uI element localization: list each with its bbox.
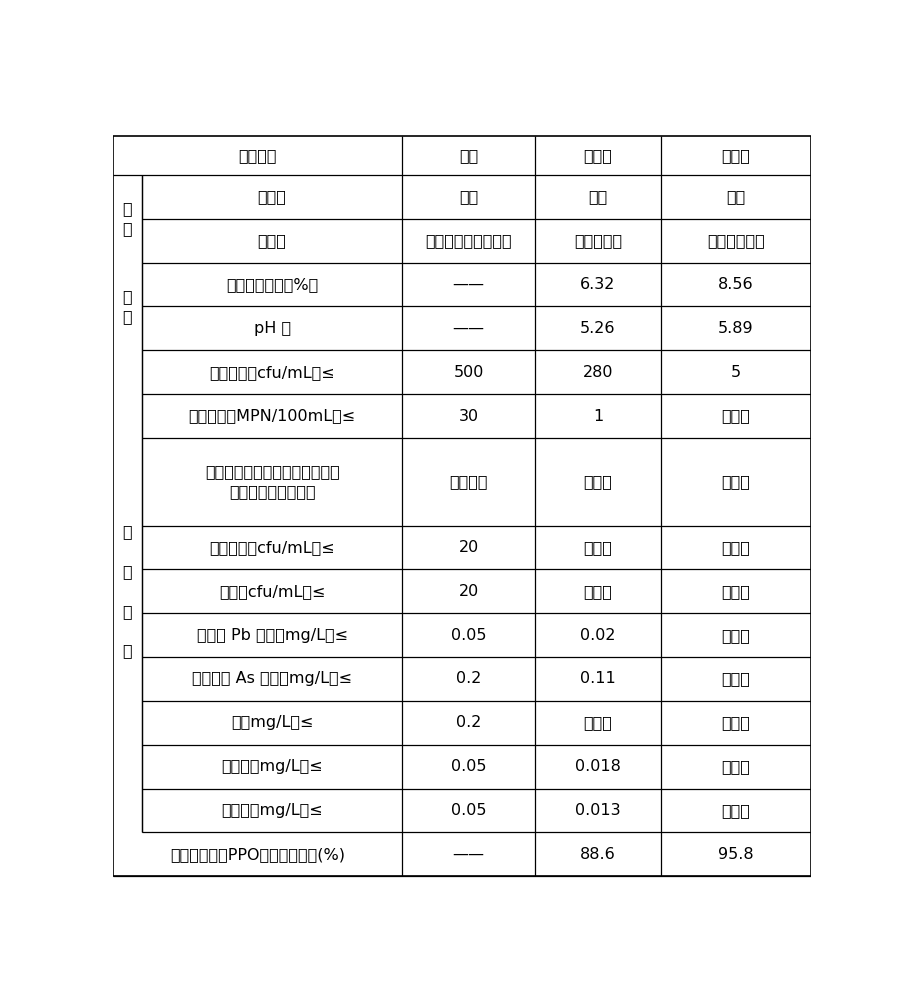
Text: 不得检出: 不得检出 bbox=[450, 474, 488, 489]
Text: 500: 500 bbox=[453, 365, 484, 380]
Text: 1: 1 bbox=[593, 409, 603, 424]
Text: 铅（以 Pb 计）（mg/L）≤: 铅（以 Pb 计）（mg/L）≤ bbox=[196, 628, 348, 643]
Text: 0.05: 0.05 bbox=[451, 628, 487, 643]
Text: 未检出: 未检出 bbox=[722, 409, 751, 424]
Text: 8.56: 8.56 bbox=[718, 277, 753, 292]
Text: 未检出: 未检出 bbox=[722, 715, 751, 730]
Text: 酵母（cfu/mL）≤: 酵母（cfu/mL）≤ bbox=[219, 584, 325, 599]
Text: 风　味: 风 味 bbox=[258, 233, 287, 248]
Text: 未检出: 未检出 bbox=[722, 540, 751, 555]
Text: 5: 5 bbox=[731, 365, 741, 380]
Text: 试验组: 试验组 bbox=[722, 148, 751, 163]
Text: 菌落总数（cfu/mL）≤: 菌落总数（cfu/mL）≤ bbox=[209, 365, 335, 380]
Text: 未检出: 未检出 bbox=[722, 803, 751, 818]
Text: ——: —— bbox=[452, 847, 485, 862]
Text: ——: —— bbox=[452, 321, 485, 336]
Text: 30: 30 bbox=[459, 409, 478, 424]
Text: 应有的味道、无异味: 应有的味道、无异味 bbox=[425, 233, 512, 248]
Text: 未检出: 未检出 bbox=[722, 628, 751, 643]
Text: 0.11: 0.11 bbox=[580, 671, 615, 686]
Text: 色　泽: 色 泽 bbox=[258, 189, 287, 204]
Text: 滴滴涕（mg/L）≤: 滴滴涕（mg/L）≤ bbox=[222, 803, 323, 818]
Text: 未检出: 未检出 bbox=[722, 584, 751, 599]
Text: 检测项目: 检测项目 bbox=[238, 148, 277, 163]
Text: 未检出: 未检出 bbox=[722, 474, 751, 489]
Text: 六六六（mg/L）≤: 六六六（mg/L）≤ bbox=[222, 759, 323, 774]
Text: 5.26: 5.26 bbox=[580, 321, 615, 336]
Text: 88.6: 88.6 bbox=[580, 847, 615, 862]
Text: 未检出: 未检出 bbox=[584, 715, 613, 730]
Text: 标准: 标准 bbox=[460, 148, 478, 163]
Text: 淡红: 淡红 bbox=[588, 189, 607, 204]
Text: 20: 20 bbox=[459, 584, 478, 599]
Text: ——: —— bbox=[452, 277, 485, 292]
Text: 0.018: 0.018 bbox=[575, 759, 621, 774]
Text: 汞（mg/L）≤: 汞（mg/L）≤ bbox=[231, 715, 314, 730]
Text: 甜、淡臭味: 甜、淡臭味 bbox=[574, 233, 622, 248]
Text: 20: 20 bbox=[459, 540, 478, 555]
Text: 感
官: 感 官 bbox=[123, 201, 132, 236]
Text: 多酚氧化酶（PPO）活性下降率(%): 多酚氧化酶（PPO）活性下降率(%) bbox=[170, 847, 345, 862]
Text: 未检出: 未检出 bbox=[584, 540, 613, 555]
Text: pH 值: pH 值 bbox=[253, 321, 291, 336]
Text: 致病菌（沙门氏菌、志贺氏菌、
金黄色、葡萄球菌）: 致病菌（沙门氏菌、志贺氏菌、 金黄色、葡萄球菌） bbox=[205, 464, 340, 499]
Text: 0.2: 0.2 bbox=[456, 715, 481, 730]
Text: 0.05: 0.05 bbox=[451, 759, 487, 774]
Text: 280: 280 bbox=[583, 365, 614, 380]
Text: 卫

生

指

标: 卫 生 指 标 bbox=[123, 524, 132, 658]
Text: 未检出: 未检出 bbox=[722, 759, 751, 774]
Text: 5.89: 5.89 bbox=[718, 321, 753, 336]
Text: 总砷（以 As 计）（mg/L）≤: 总砷（以 As 计）（mg/L）≤ bbox=[192, 671, 352, 686]
Text: 6.32: 6.32 bbox=[580, 277, 615, 292]
Text: 浓红: 浓红 bbox=[726, 189, 745, 204]
Text: 未检出: 未检出 bbox=[584, 474, 613, 489]
Text: 0.013: 0.013 bbox=[575, 803, 621, 818]
Text: 浓红: 浓红 bbox=[460, 189, 478, 204]
Text: 香甜、无异味: 香甜、无异味 bbox=[707, 233, 765, 248]
Text: 大肠菌群（MPN/100mL）≤: 大肠菌群（MPN/100mL）≤ bbox=[188, 409, 356, 424]
Text: 理
化: 理 化 bbox=[123, 289, 132, 324]
Text: 未检出: 未检出 bbox=[722, 671, 751, 686]
Text: 0.2: 0.2 bbox=[456, 671, 481, 686]
Text: 霉菌总数（cfu/mL）≤: 霉菌总数（cfu/mL）≤ bbox=[209, 540, 335, 555]
Text: 对照组: 对照组 bbox=[584, 148, 613, 163]
Text: 未检出: 未检出 bbox=[584, 584, 613, 599]
Text: 可溶性固形物（%）: 可溶性固形物（%） bbox=[226, 277, 318, 292]
Text: 95.8: 95.8 bbox=[718, 847, 753, 862]
Text: 0.02: 0.02 bbox=[580, 628, 615, 643]
Text: 0.05: 0.05 bbox=[451, 803, 487, 818]
